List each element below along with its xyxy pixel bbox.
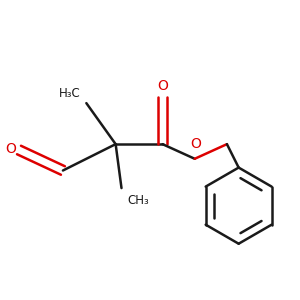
Text: CH₃: CH₃ bbox=[128, 194, 149, 207]
Text: O: O bbox=[191, 137, 202, 152]
Text: O: O bbox=[157, 79, 168, 93]
Text: O: O bbox=[5, 142, 16, 155]
Text: H₃C: H₃C bbox=[59, 87, 80, 100]
